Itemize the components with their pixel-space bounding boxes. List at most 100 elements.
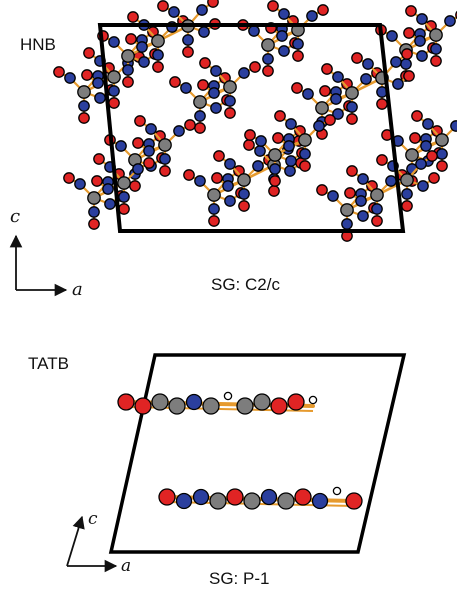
nitrogen-atom — [168, 6, 180, 18]
oxygen-atom — [401, 200, 413, 212]
tatb-space-group: SG: P-1 — [209, 569, 269, 588]
oxygen-atom — [213, 150, 225, 162]
nitrogen-atom — [224, 158, 236, 170]
carbon-atom — [261, 38, 275, 52]
oxygen-atom — [376, 154, 388, 166]
nitrogen-atom — [355, 195, 367, 207]
nitrogen-atom — [88, 206, 100, 218]
oxygen-atom — [81, 69, 93, 81]
carbon-atom — [117, 176, 131, 190]
oxygen-atom — [371, 215, 383, 227]
oxygen-atom — [152, 61, 164, 73]
oxygen-atom — [401, 48, 413, 60]
nitrogen-atom — [292, 38, 304, 50]
nitrogen-atom — [283, 140, 295, 152]
oxygen-atom — [324, 114, 336, 126]
carbon-atom — [107, 70, 121, 84]
carbon-atom — [405, 148, 419, 162]
hnb-molecule — [63, 153, 155, 230]
nitrogen-atom — [78, 100, 90, 112]
nitrogen-atom — [302, 88, 314, 100]
nitrogen-atom — [269, 163, 281, 175]
oxygen-atom — [344, 187, 356, 199]
carbon-atom — [429, 28, 443, 42]
oxygen-atom — [268, 185, 280, 197]
nitrogen-atom — [357, 210, 369, 222]
tatb-molecule — [158, 486, 363, 510]
nitrogen-atom — [196, 4, 208, 16]
nitrogen-atom — [417, 180, 429, 192]
nitrogen-atom — [284, 165, 296, 177]
tatb-a-axis-label: a — [121, 556, 131, 576]
nitrogen-atom — [64, 72, 76, 84]
oxygen-atom — [376, 98, 388, 110]
tatb-molecule — [117, 391, 318, 415]
nitrogen-atom — [386, 30, 398, 42]
oxygen-atom — [108, 97, 120, 109]
carbon-atom — [207, 188, 221, 202]
nitrogen-atom — [255, 135, 267, 147]
oxygen-atom — [83, 47, 95, 59]
oxygen-atom — [129, 180, 141, 192]
oxygen-atom — [93, 153, 105, 165]
oxygen-atom — [208, 215, 220, 227]
oxygen-atom — [299, 160, 311, 172]
oxygen-atom — [321, 63, 333, 75]
carbon-atom — [345, 86, 359, 100]
oxygen-atom — [249, 61, 261, 73]
carbon-atom — [340, 203, 354, 217]
oxygen-atom — [346, 113, 358, 125]
nitrogen-atom — [175, 492, 193, 510]
oxygen-atom — [194, 122, 206, 134]
carbon-atom — [202, 397, 220, 415]
tatb-axes: c a — [66, 509, 131, 576]
nitrogen-atom — [182, 34, 194, 46]
nitrogen-atom — [224, 95, 236, 107]
nitrogen-atom — [208, 87, 220, 99]
oxygen-atom — [197, 79, 209, 91]
carbon-atom — [315, 101, 329, 115]
nitrogen-atom — [278, 45, 290, 57]
oxygen-atom — [226, 488, 244, 506]
oxygen-atom — [127, 11, 139, 23]
carbon-atom — [223, 80, 237, 94]
oxygen-atom — [78, 112, 90, 124]
nitrogen-atom — [341, 218, 353, 230]
nitrogen-atom — [390, 56, 402, 68]
oxygen-atom — [63, 172, 75, 184]
nitrogen-atom — [194, 110, 206, 122]
carbon-atom — [168, 397, 186, 415]
nitrogen-atom — [362, 58, 374, 70]
nitrogen-atom — [346, 101, 358, 113]
oxygen-atom — [430, 55, 442, 67]
nitrogen-atom — [132, 163, 144, 175]
nitrogen-atom — [311, 492, 329, 510]
oxygen-atom — [319, 85, 331, 97]
nitrogen-atom — [192, 488, 210, 506]
nitrogen-atom — [400, 58, 412, 70]
oxygen-atom — [409, 132, 421, 144]
hnb-a-axis-label: a — [72, 279, 83, 300]
nitrogen-atom — [299, 148, 311, 160]
oxygen-atom — [157, 0, 169, 12]
nitrogen-atom — [357, 173, 369, 185]
oxygen-atom — [211, 172, 223, 184]
nitrogen-atom — [108, 85, 120, 97]
nitrogen-atom — [136, 41, 148, 53]
nitrogen-atom — [422, 118, 434, 130]
nitrogen-atom — [416, 50, 428, 62]
nitrogen-atom — [254, 145, 266, 157]
tatb-c-axis-arrow — [66, 515, 85, 567]
carbon-atom — [400, 173, 414, 187]
nitrogen-atom — [450, 120, 457, 132]
hnb-space-group: SG: C2/c — [211, 275, 280, 294]
nitrogen-atom — [108, 36, 120, 48]
carbon-atom — [277, 492, 295, 510]
oxygen-atom — [274, 110, 286, 122]
oxygen-atom — [269, 175, 281, 187]
nitrogen-atom — [104, 198, 116, 210]
carbon-atom — [151, 34, 165, 48]
oxygen-atom — [169, 76, 181, 88]
nitrogen-atom — [210, 65, 222, 77]
nitrogen-atom — [138, 56, 150, 68]
